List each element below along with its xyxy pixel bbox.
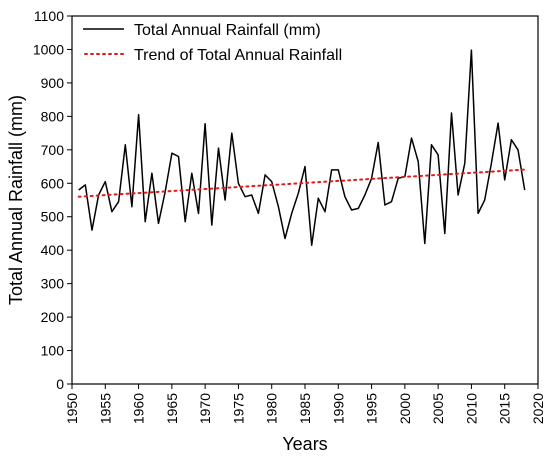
y-tick-label: 100 — [41, 343, 65, 359]
x-axis-title: Years — [282, 434, 327, 454]
y-tick-label: 200 — [41, 309, 65, 325]
y-tick-label: 0 — [56, 376, 64, 392]
x-tick-label: 2020 — [530, 393, 546, 424]
y-tick-label: 800 — [41, 108, 65, 124]
x-tick-label: 2015 — [497, 393, 513, 424]
series-layer — [77, 49, 526, 246]
plot-frame — [71, 15, 539, 385]
y-tick-label: 600 — [41, 175, 65, 191]
y-tick-label: 300 — [41, 276, 65, 292]
x-tick-label: 1980 — [264, 393, 280, 424]
y-tick-label: 1100 — [34, 8, 64, 24]
legend: Total Annual Rainfall (mm) Trend of Tota… — [83, 22, 342, 64]
x-tick-label: 1955 — [97, 393, 113, 424]
x-tick-label: 1960 — [131, 393, 147, 424]
x-tick-label: 2005 — [430, 393, 446, 424]
x-tick-label: 1995 — [364, 393, 380, 424]
x-tick-label: 2000 — [397, 393, 413, 424]
x-tick-label: 1970 — [197, 393, 213, 424]
y-tick-label: 1000 — [33, 41, 64, 57]
series-line-rainfall — [78, 49, 526, 246]
y-axis-ticks: 0 100 200 300 400 500 600 700 800 900 1000 1100 — [33, 8, 72, 392]
x-axis-ticks: 1950 1955 1960 1965 1970 1975 1980 1985 1990 1995… — [64, 384, 546, 424]
legend-label-rainfall: Total Annual Rainfall (mm) — [134, 22, 321, 39]
series-line-trend — [77, 168, 526, 198]
x-tick-label: 1950 — [64, 393, 80, 424]
y-tick-label: 500 — [41, 209, 65, 225]
x-tick-label: 1965 — [164, 393, 180, 424]
y-tick-label: 700 — [41, 142, 65, 158]
x-tick-label: 1985 — [297, 393, 313, 424]
y-tick-label: 900 — [41, 75, 65, 91]
legend-label-trend: Trend of Total Annual Rainfall — [134, 47, 342, 64]
x-tick-label: 1975 — [230, 393, 246, 424]
x-tick-label: 2010 — [463, 393, 479, 424]
y-tick-label: 400 — [41, 242, 65, 258]
x-tick-label: 1990 — [330, 393, 346, 424]
y-axis-title: Total Annual Rainfall (mm) — [6, 95, 26, 305]
